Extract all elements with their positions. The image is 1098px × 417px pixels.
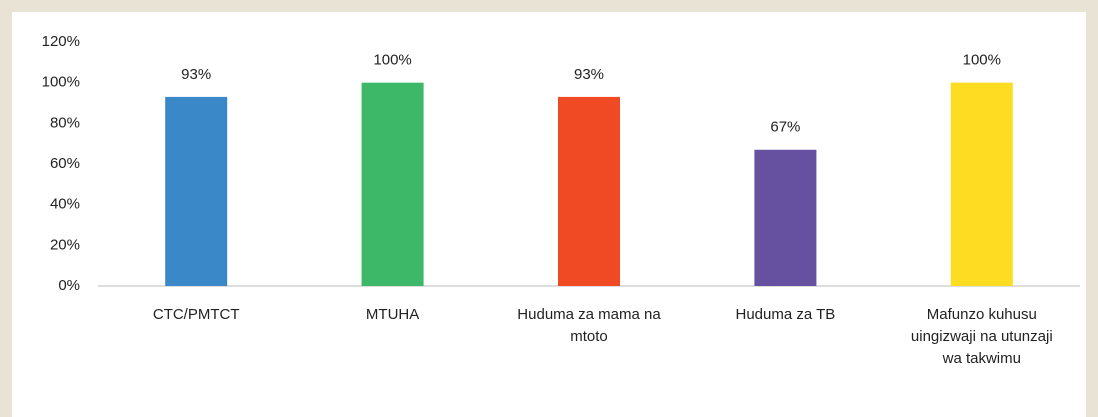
y-tick-label: 80%: [50, 114, 80, 131]
y-tick-label: 120%: [42, 33, 80, 50]
data-label: 93%: [181, 66, 211, 83]
chart-panel: 0% 20% 40% 60% 80% 100% 120% 93% 100% 93% 67% 100% …: [12, 12, 1086, 417]
x-tick-label: CTC/PMTCT: [152, 306, 240, 323]
y-tick-label: 100%: [42, 74, 80, 91]
chart: 0% 20% 40% 60% 80% 100% 120% 93% 100% 93% 67% 100%: [42, 33, 1080, 294]
x-tick-label: Huduma za TB: [735, 306, 836, 323]
data-label: 100%: [963, 52, 1001, 69]
y-tick-label: 60%: [50, 155, 80, 172]
y-tick-label: 40%: [50, 196, 80, 213]
bar: [558, 96, 620, 287]
x-tick-label: Mafunzo kuhusu uingizwaji na utunzaji wa…: [910, 306, 1053, 367]
data-label: 67%: [770, 119, 800, 136]
data-label: 100%: [373, 52, 411, 69]
data-label: 93%: [574, 66, 604, 83]
bar: [361, 82, 424, 287]
x-tick-label: MTUHA: [365, 306, 420, 323]
y-tick-label: 0%: [58, 277, 80, 294]
bar: [754, 149, 817, 286]
y-tick-label: 20%: [50, 236, 80, 253]
bar: [950, 82, 1013, 287]
x-tick-label: Huduma za mama na mtoto: [517, 306, 661, 345]
bar: [165, 96, 228, 287]
